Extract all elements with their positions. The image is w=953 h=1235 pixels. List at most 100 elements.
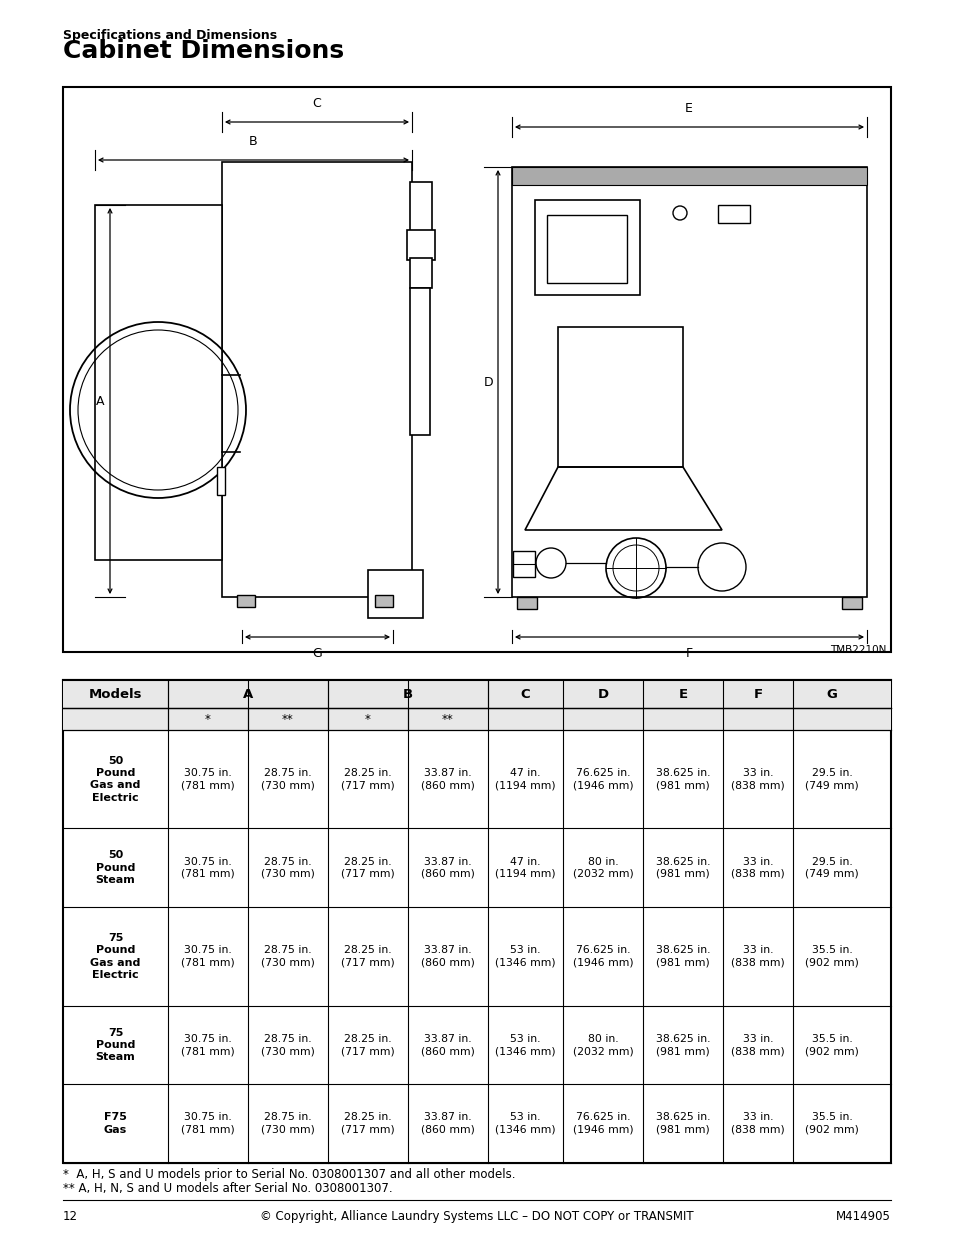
Text: 33.87 in.
(860 mm): 33.87 in. (860 mm): [420, 1034, 475, 1056]
Bar: [63, 708, 168, 730]
Text: 30.75 in.
(781 mm): 30.75 in. (781 mm): [181, 1113, 234, 1135]
Text: 33.87 in.
(860 mm): 33.87 in. (860 mm): [420, 945, 475, 967]
Text: 28.75 in.
(730 mm): 28.75 in. (730 mm): [261, 857, 314, 879]
Text: 28.75 in.
(730 mm): 28.75 in. (730 mm): [261, 945, 314, 967]
Text: 33 in.
(838 mm): 33 in. (838 mm): [730, 1034, 784, 1056]
Bar: [407, 230, 435, 261]
Text: B: B: [249, 135, 257, 148]
Text: 33.87 in.
(860 mm): 33.87 in. (860 mm): [420, 768, 475, 790]
Text: 38.625 in.
(981 mm): 38.625 in. (981 mm): [655, 1113, 709, 1135]
Text: Models: Models: [89, 688, 142, 700]
Text: 28.25 in.
(717 mm): 28.25 in. (717 mm): [341, 768, 395, 790]
Text: *  A, H, S and U models prior to Serial No. 0308001307 and all other models.: * A, H, S and U models prior to Serial N…: [63, 1168, 515, 1181]
Text: 30.75 in.
(781 mm): 30.75 in. (781 mm): [181, 945, 234, 967]
Text: 33 in.
(838 mm): 33 in. (838 mm): [730, 1113, 784, 1135]
Bar: [63, 680, 890, 730]
Text: D: D: [484, 375, 494, 389]
Text: 35.5 in.
(902 mm): 35.5 in. (902 mm): [804, 1113, 858, 1135]
Text: *: *: [365, 713, 371, 725]
Text: 33 in.
(838 mm): 33 in. (838 mm): [730, 945, 784, 967]
Text: 33.87 in.
(860 mm): 33.87 in. (860 mm): [420, 1113, 475, 1135]
Text: 50
Pound
Steam: 50 Pound Steam: [95, 851, 135, 885]
Text: 33.87 in.
(860 mm): 33.87 in. (860 mm): [420, 857, 475, 879]
Text: ** A, H, N, S and U models after Serial No. 0308001307.: ** A, H, N, S and U models after Serial …: [63, 1182, 393, 1195]
Text: 80 in.
(2032 mm): 80 in. (2032 mm): [572, 1034, 633, 1056]
Text: E: E: [684, 103, 692, 115]
Text: 76.625 in.
(1946 mm): 76.625 in. (1946 mm): [572, 945, 633, 967]
Bar: [718, 205, 749, 224]
Text: 80 in.
(2032 mm): 80 in. (2032 mm): [572, 857, 633, 879]
Bar: [513, 551, 535, 577]
Text: 38.625 in.
(981 mm): 38.625 in. (981 mm): [655, 1034, 709, 1056]
Text: F: F: [684, 647, 692, 659]
Text: 76.625 in.
(1946 mm): 76.625 in. (1946 mm): [572, 1113, 633, 1135]
Bar: [168, 680, 328, 708]
Bar: [216, 467, 225, 495]
Bar: [95, 205, 222, 559]
Text: D: D: [597, 688, 608, 700]
Text: 53 in.
(1346 mm): 53 in. (1346 mm): [495, 1113, 556, 1135]
Bar: [410, 182, 432, 232]
Bar: [410, 258, 432, 288]
Bar: [535, 200, 639, 295]
Bar: [328, 680, 488, 708]
Bar: [841, 597, 862, 609]
Text: 30.75 in.
(781 mm): 30.75 in. (781 mm): [181, 857, 234, 879]
Text: 33 in.
(838 mm): 33 in. (838 mm): [730, 857, 784, 879]
Text: C: C: [313, 98, 321, 110]
Text: TMB2210N: TMB2210N: [829, 645, 885, 655]
Text: G: G: [825, 688, 837, 700]
Text: F75
Gas: F75 Gas: [104, 1113, 127, 1135]
Text: 50
Pound
Gas and
Electric: 50 Pound Gas and Electric: [91, 756, 140, 803]
Text: 30.75 in.
(781 mm): 30.75 in. (781 mm): [181, 768, 234, 790]
Bar: [517, 597, 537, 609]
Text: 38.625 in.
(981 mm): 38.625 in. (981 mm): [655, 945, 709, 967]
Bar: [236, 595, 254, 606]
Text: 28.25 in.
(717 mm): 28.25 in. (717 mm): [341, 945, 395, 967]
Text: E: E: [678, 688, 687, 700]
Text: 33 in.
(838 mm): 33 in. (838 mm): [730, 768, 784, 790]
Text: 28.25 in.
(717 mm): 28.25 in. (717 mm): [341, 1034, 395, 1056]
Text: B: B: [402, 688, 413, 700]
Bar: [546, 215, 626, 283]
Text: F: F: [753, 688, 761, 700]
Bar: [368, 571, 422, 618]
Text: M414905: M414905: [835, 1210, 890, 1224]
Text: 76.625 in.
(1946 mm): 76.625 in. (1946 mm): [572, 768, 633, 790]
Text: 29.5 in.
(749 mm): 29.5 in. (749 mm): [804, 857, 858, 879]
Text: 28.75 in.
(730 mm): 28.75 in. (730 mm): [261, 1113, 314, 1135]
Text: © Copyright, Alliance Laundry Systems LLC – DO NOT COPY or TRANSMIT: © Copyright, Alliance Laundry Systems LL…: [260, 1210, 693, 1224]
Text: 28.75 in.
(730 mm): 28.75 in. (730 mm): [261, 1034, 314, 1056]
Text: 53 in.
(1346 mm): 53 in. (1346 mm): [495, 945, 556, 967]
Text: 75
Pound
Steam: 75 Pound Steam: [95, 1028, 135, 1062]
Text: 47 in.
(1194 mm): 47 in. (1194 mm): [495, 768, 556, 790]
Text: Specifications and Dimensions: Specifications and Dimensions: [63, 28, 276, 42]
Bar: [63, 86, 890, 652]
Text: 28.25 in.
(717 mm): 28.25 in. (717 mm): [341, 857, 395, 879]
Text: A: A: [243, 688, 253, 700]
Bar: [558, 327, 682, 467]
Bar: [375, 595, 393, 606]
Bar: [63, 680, 890, 1163]
Text: 28.25 in.
(717 mm): 28.25 in. (717 mm): [341, 1113, 395, 1135]
Bar: [512, 167, 866, 597]
Text: 35.5 in.
(902 mm): 35.5 in. (902 mm): [804, 945, 858, 967]
Text: Cabinet Dimensions: Cabinet Dimensions: [63, 40, 344, 63]
Bar: [222, 162, 412, 597]
Text: 29.5 in.
(749 mm): 29.5 in. (749 mm): [804, 768, 858, 790]
Text: G: G: [312, 647, 321, 659]
Text: 38.625 in.
(981 mm): 38.625 in. (981 mm): [655, 768, 709, 790]
Text: 47 in.
(1194 mm): 47 in. (1194 mm): [495, 857, 556, 879]
Text: 28.75 in.
(730 mm): 28.75 in. (730 mm): [261, 768, 314, 790]
Text: 35.5 in.
(902 mm): 35.5 in. (902 mm): [804, 1034, 858, 1056]
Text: 53 in.
(1346 mm): 53 in. (1346 mm): [495, 1034, 556, 1056]
Text: **: **: [282, 713, 294, 725]
Text: 12: 12: [63, 1210, 78, 1224]
Bar: [512, 167, 866, 185]
Text: **: **: [441, 713, 454, 725]
Bar: [410, 288, 430, 435]
Text: 38.625 in.
(981 mm): 38.625 in. (981 mm): [655, 857, 709, 879]
Text: 30.75 in.
(781 mm): 30.75 in. (781 mm): [181, 1034, 234, 1056]
Text: A: A: [95, 394, 104, 408]
Text: C: C: [520, 688, 530, 700]
